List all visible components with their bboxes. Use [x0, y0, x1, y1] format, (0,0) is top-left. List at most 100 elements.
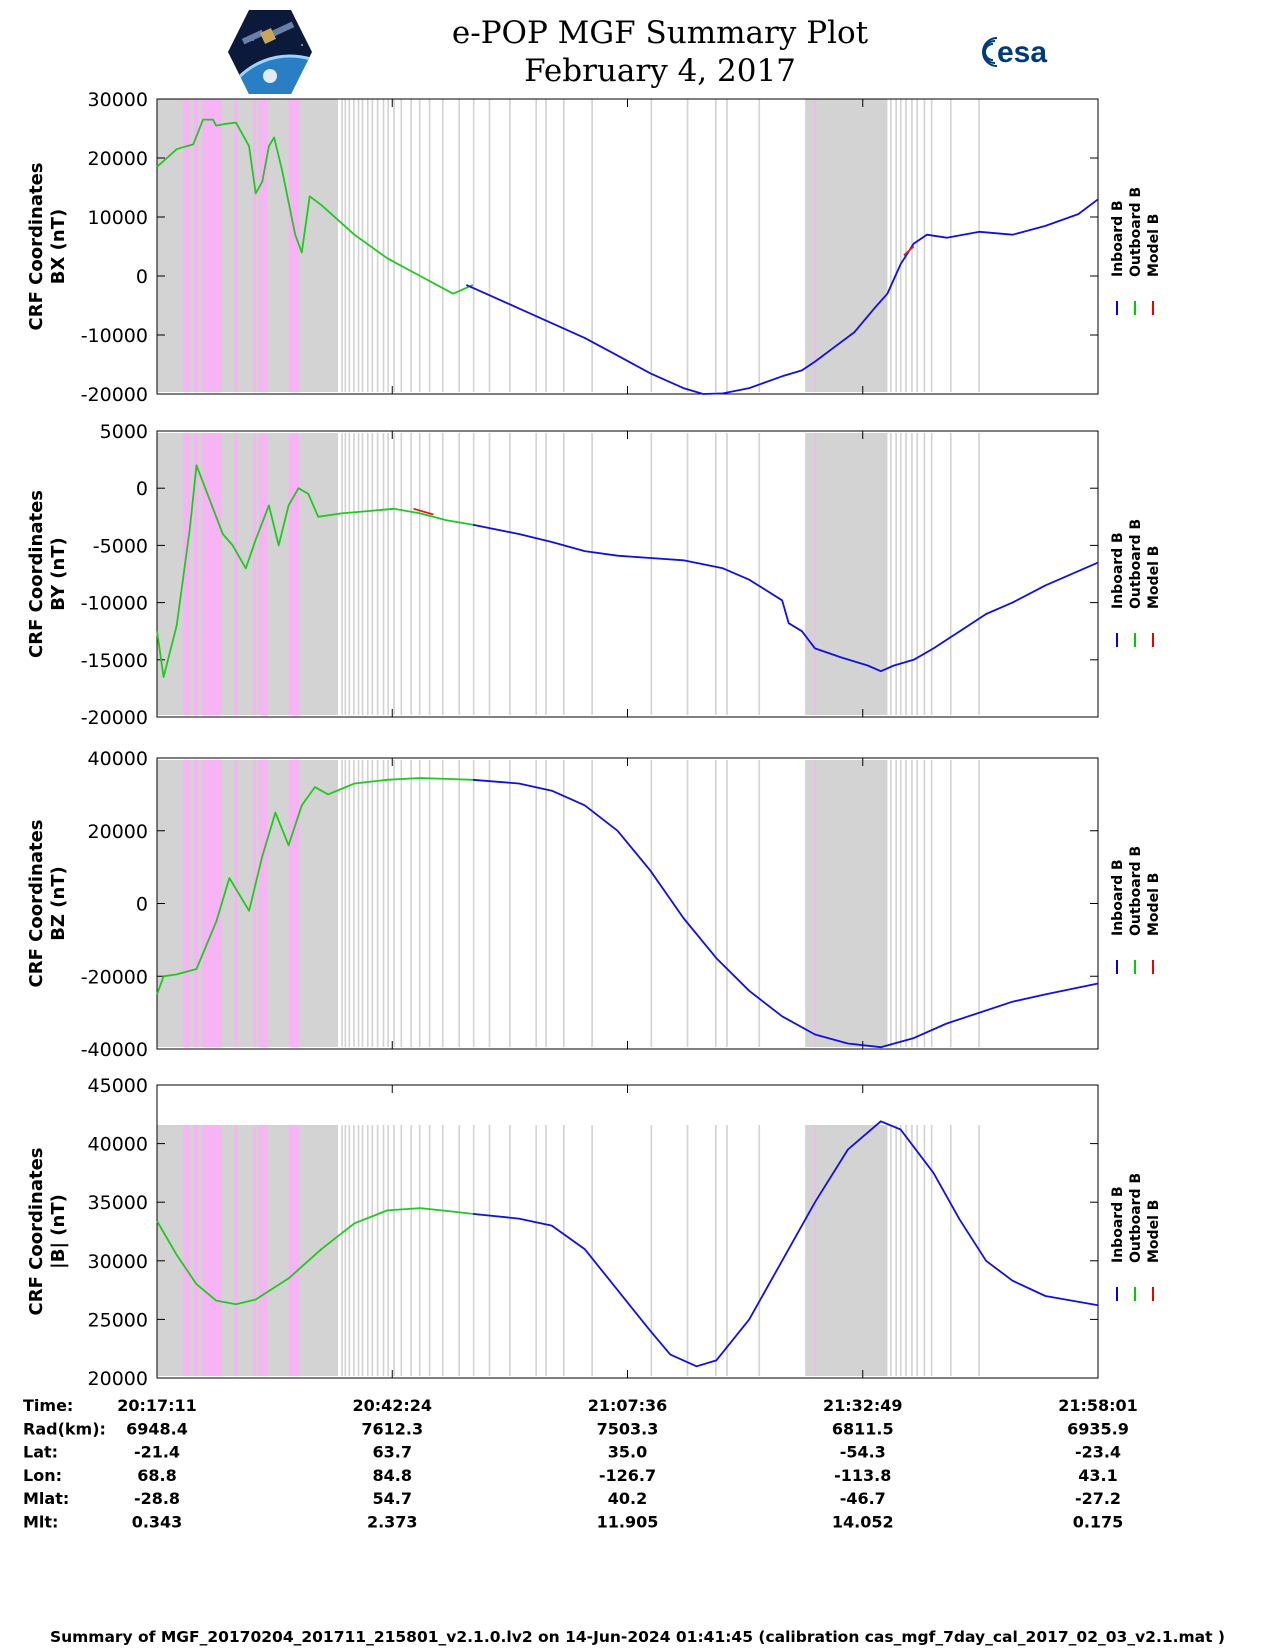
table-cell: 21:07:36	[588, 1396, 668, 1415]
gap-band-gray	[357, 99, 360, 392]
table-cell: 2.373	[367, 1513, 418, 1532]
gap-band-gray	[387, 99, 389, 392]
series-outboard-b	[156, 464, 474, 678]
table-cell: -27.2	[1075, 1489, 1121, 1508]
gap-band-pink	[814, 760, 817, 1047]
gap-band-pink	[258, 99, 268, 392]
gap-band-gray	[361, 433, 364, 715]
y-tick-label: 30000	[88, 89, 148, 111]
series-outboard-b	[156, 118, 474, 295]
gap-band-gray	[387, 760, 389, 1047]
gap-band-pink	[193, 433, 199, 715]
table-cell: 0.343	[132, 1513, 183, 1532]
gap-band-gray	[353, 1125, 355, 1376]
gap-band-gray	[911, 1125, 913, 1376]
table-cell: -113.8	[834, 1466, 891, 1485]
table-cell: 43.1	[1078, 1466, 1117, 1485]
gap-band-pink	[183, 760, 190, 1047]
gap-band-gray	[361, 760, 364, 1047]
gap-band-gray	[905, 760, 907, 1047]
table-cell: 14.052	[832, 1513, 894, 1532]
gap-band-gray	[916, 99, 919, 392]
gap-band-gray	[949, 433, 952, 715]
gap-band-gray	[930, 99, 933, 392]
y-tick-label: 30000	[88, 1251, 148, 1273]
gap-band-gray	[428, 1125, 431, 1376]
table-cell: 20:42:24	[352, 1396, 432, 1415]
gap-band-gray	[978, 99, 980, 392]
gap-band-gray	[535, 760, 538, 1047]
y-tick-label: 0	[136, 894, 148, 916]
gap-band-gray	[472, 1125, 475, 1376]
gap-band-pink	[814, 99, 817, 392]
table-cell: 6811.5	[832, 1419, 894, 1438]
gap-band-gray	[341, 760, 343, 1047]
y-axis-label-line: BZ (nT)	[48, 866, 69, 941]
ephemeris-table: Time: 20:17:11 20:42:24 21:07:36 21:32:49 21:…	[23, 1396, 1138, 1532]
gap-band-gray	[715, 433, 717, 715]
y-axis-label: CRF CoordinatesBX (nT)	[26, 163, 69, 331]
gap-band-gray	[895, 760, 897, 1047]
gap-band-gray	[393, 433, 395, 715]
gap-band-pink	[253, 1125, 257, 1376]
gap-band-gray	[545, 760, 547, 1047]
table-cell: -28.8	[134, 1489, 180, 1508]
legend-label: Outboard B	[1128, 187, 1144, 277]
gap-band-gray	[410, 433, 412, 715]
footer-summary: Summary of MGF_20170204_201711_215801_v2…	[49, 1628, 1226, 1646]
gap-band-gray	[895, 1125, 897, 1376]
gap-band-gray	[458, 433, 461, 715]
gap-band-gray	[923, 99, 926, 392]
gap-band-gray	[911, 760, 913, 1047]
panel-1: -20000 -10000 0 10000 20000 30000 CRF Coordina…	[26, 89, 1162, 406]
y-tick-label: 40000	[88, 1134, 148, 1156]
gap-band-gray	[895, 99, 897, 392]
gap-band-gray	[376, 1125, 379, 1376]
legend-label: Inboard B	[1110, 1186, 1126, 1263]
gap-band-gray	[899, 1125, 902, 1376]
gap-band-gray	[441, 1125, 444, 1376]
y-tick-label: 0	[136, 266, 148, 288]
gap-band-gray	[726, 1125, 728, 1376]
gap-band-gray	[905, 433, 907, 715]
gap-band-gray	[930, 433, 933, 715]
gap-band-gray	[916, 433, 919, 715]
legend: Inboard B Outboard B Model B	[1110, 519, 1162, 647]
panel-4: 20000 25000 30000 35000 40000 45000 CRF Coordi…	[26, 1075, 1162, 1390]
y-axis-label: CRF CoordinatesBY (nT)	[26, 490, 69, 658]
panel-3: -40000 -20000 0 20000 40000 CRF CoordinatesBZ…	[26, 748, 1162, 1061]
y-axis-label: CRF Coordinates|B| (nT)	[26, 1148, 69, 1316]
gap-band-gray	[805, 760, 888, 1047]
gap-band-gray	[344, 433, 347, 715]
gap-band-gray	[509, 1125, 511, 1376]
gap-band-gray	[726, 99, 728, 392]
gap-band-gray	[930, 760, 933, 1047]
gap-band-gray	[410, 760, 412, 1047]
gap-band-gray	[978, 433, 980, 715]
gap-band-gray	[371, 1125, 374, 1376]
gap-band-gray	[509, 433, 511, 715]
gap-band-gray	[905, 1125, 907, 1376]
gap-band-gray	[371, 760, 374, 1047]
y-tick-label: -10000	[81, 593, 148, 615]
gap-band-gray	[535, 433, 538, 715]
gap-band-gray	[545, 1125, 547, 1376]
gap-band-gray	[376, 99, 379, 392]
mission-logo	[228, 10, 312, 94]
gap-band-gray	[382, 760, 385, 1047]
gap-band-gray	[758, 760, 761, 1047]
gap-band-pink	[288, 760, 300, 1047]
y-tick-label: 20000	[88, 821, 148, 843]
gap-band-gray	[344, 760, 347, 1047]
y-tick-label: -20000	[81, 966, 148, 988]
y-tick-label: -15000	[81, 650, 148, 672]
gap-band-gray	[371, 99, 374, 392]
gap-band-gray	[382, 99, 385, 392]
gap-band-gray	[563, 1125, 565, 1376]
legend-label: Model B	[1146, 1200, 1162, 1263]
gap-band-gray	[458, 99, 461, 392]
y-tick-label: -20000	[81, 384, 148, 406]
table-cell: 7612.3	[361, 1419, 423, 1438]
table-row-label: Rad(km):	[23, 1419, 106, 1438]
